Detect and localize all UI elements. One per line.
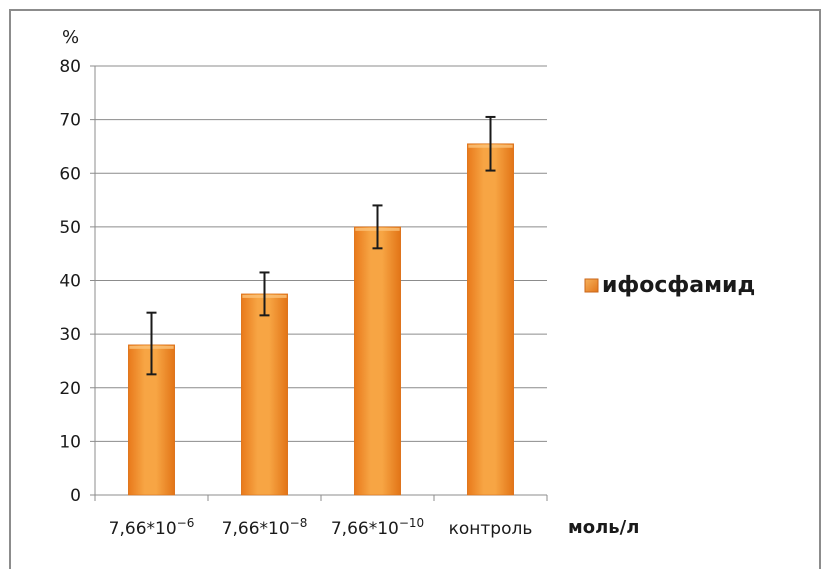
y-tick-label: 50 <box>59 218 81 238</box>
x-tick-label: 7,66*10−6 <box>109 516 195 539</box>
legend-label: ифосфамид <box>602 273 755 298</box>
y-tick-label: 0 <box>70 486 81 506</box>
y-tick-label: 40 <box>59 272 81 292</box>
legend: ифосфамид <box>584 273 755 298</box>
chart-frame <box>9 9 821 569</box>
x-unit-label: моль/л <box>568 517 639 538</box>
y-tick-label: 70 <box>59 111 81 131</box>
x-tick-label: 7,66*10−10 <box>331 516 424 539</box>
bar <box>467 143 514 496</box>
y-tick-label: 10 <box>59 432 81 452</box>
bar <box>354 226 401 496</box>
bar <box>241 293 288 496</box>
x-tick-label: контроль <box>449 519 533 539</box>
y-tick-label: 20 <box>59 379 81 399</box>
y-tick-label: 60 <box>59 164 81 184</box>
legend-swatch <box>584 278 599 293</box>
x-tick-label: 7,66*10−8 <box>222 516 308 539</box>
y-unit-label: % <box>62 27 79 48</box>
y-tick-label: 80 <box>59 57 81 77</box>
bars <box>128 115 514 496</box>
y-tick-label: 30 <box>59 325 81 345</box>
labels: 0 10 20 30 40 50 60 70 80 7,66*10−6 7,66*10−8 7,66*… <box>59 57 532 539</box>
